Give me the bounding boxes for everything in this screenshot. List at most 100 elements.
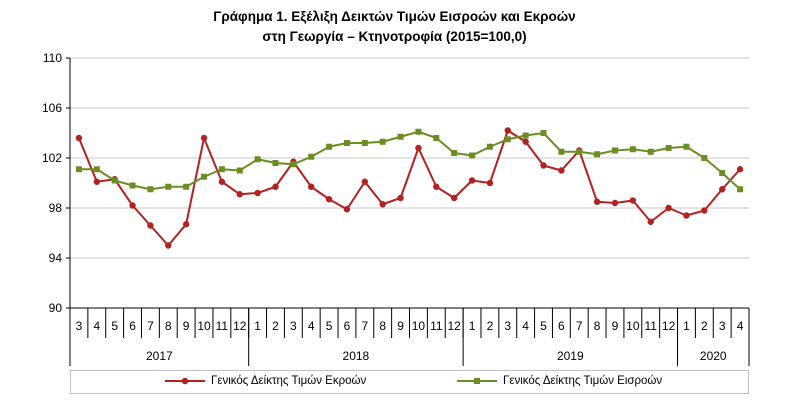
y-tick-label: 102 — [42, 151, 62, 165]
legend-label-inputs: Γενικός Δείκτης Τιμών Εισροών — [503, 375, 663, 387]
x-tick-label: 11 — [216, 319, 229, 333]
data-point — [308, 153, 315, 160]
x-tick-label: 3 — [290, 319, 297, 333]
data-point — [736, 166, 744, 173]
x-tick-label: 4 — [737, 319, 744, 333]
data-point — [629, 197, 637, 204]
y-tick-label: 106 — [42, 101, 62, 115]
series-line-0 — [78, 129, 741, 247]
x-tick-label: 12 — [662, 319, 676, 333]
data-point — [486, 143, 493, 150]
x-tick-label: 8 — [165, 319, 172, 333]
legend-swatch-inputs — [457, 378, 497, 384]
x-tick-label: 5 — [540, 319, 547, 333]
x-tick-label: 2 — [272, 319, 279, 333]
data-point — [326, 143, 333, 150]
data-point — [665, 204, 672, 212]
gridlines — [70, 57, 749, 309]
chart-title-line2: στη Γεωργία – Κτηνοτροφία (2015=100,0) — [262, 29, 527, 44]
data-point — [558, 167, 565, 174]
data-point — [451, 150, 458, 156]
year-label: 2020 — [700, 349, 727, 363]
y-tick-label: 90 — [49, 301, 63, 315]
series-line-1 — [78, 130, 741, 191]
data-point — [129, 202, 136, 209]
series-layer — [75, 127, 744, 249]
data-point — [272, 183, 279, 190]
x-tick-label: 10 — [626, 319, 640, 333]
data-point — [468, 177, 476, 184]
x-tick-label: 9 — [612, 319, 619, 333]
data-point — [415, 144, 422, 152]
data-point — [343, 206, 351, 213]
data-point — [504, 127, 511, 134]
data-point — [165, 242, 172, 249]
data-point — [290, 161, 297, 168]
data-point — [683, 143, 690, 150]
x-tick-label: 5 — [111, 319, 118, 333]
data-point — [450, 194, 458, 202]
data-point — [75, 134, 83, 142]
legend-label-outputs: Γενικός Δείκτης Τιμών Εκροών — [211, 375, 367, 387]
x-tick-label: 11 — [430, 319, 443, 333]
data-point — [486, 179, 494, 187]
data-point — [558, 148, 565, 155]
data-point — [611, 147, 618, 154]
data-point — [308, 183, 315, 190]
data-point — [647, 218, 654, 225]
data-point — [737, 186, 744, 193]
y-tick-label: 98 — [49, 201, 63, 215]
data-point — [719, 170, 726, 176]
legend-item-outputs: Γενικός Δείκτης Τιμών Εκροών — [165, 375, 366, 387]
x-tick-label: 7 — [147, 319, 154, 333]
data-point — [593, 198, 601, 205]
x-tick-label: 9 — [183, 319, 190, 333]
y-tick-label: 110 — [43, 51, 62, 65]
data-point — [522, 138, 529, 145]
data-point — [361, 178, 369, 185]
data-point — [343, 140, 350, 146]
data-point — [75, 166, 82, 173]
x-tick-label: 7 — [576, 319, 583, 333]
data-point — [469, 152, 476, 159]
data-point — [165, 183, 172, 190]
data-point — [272, 160, 279, 166]
data-point — [433, 183, 440, 190]
x-tick-label: 12 — [447, 319, 461, 333]
data-point — [325, 196, 333, 203]
data-point — [201, 173, 208, 180]
data-point — [254, 156, 261, 163]
data-point — [665, 145, 672, 151]
data-point — [93, 166, 100, 173]
data-point — [611, 199, 619, 207]
x-tick-label: 6 — [344, 319, 351, 333]
x-tick-label: 7 — [361, 319, 368, 333]
x-tick-label: 5 — [326, 319, 333, 333]
y-tick-label: 94 — [49, 251, 63, 265]
data-point — [718, 186, 726, 193]
legend-item-inputs: Γενικός Δείκτης Τιμών Εισροών — [457, 375, 662, 387]
x-tick-label: 11 — [644, 319, 657, 333]
data-point — [540, 130, 547, 136]
x-tick-label: 1 — [683, 319, 690, 333]
data-point — [379, 201, 386, 208]
data-point — [129, 182, 136, 189]
year-label: 2019 — [557, 349, 584, 363]
x-tick-label: 2 — [701, 319, 708, 333]
data-point — [218, 166, 225, 173]
x-tick-label: 2 — [487, 319, 494, 333]
data-point — [147, 186, 154, 193]
x-tick-label: 4 — [522, 319, 529, 333]
data-point — [147, 222, 154, 229]
x-tick-label: 9 — [397, 319, 404, 333]
data-point — [415, 128, 422, 135]
legend: Γενικός Δείκτης Τιμών Εκροών Γενικός Δεί… — [70, 370, 749, 394]
data-point — [433, 135, 440, 141]
data-point — [254, 189, 261, 197]
chart-title-line1: Γράφημα 1. Εξέλιξη Δεικτών Τιμών Εισροών… — [213, 9, 576, 24]
x-tick-label: 3 — [76, 319, 83, 333]
data-point — [93, 178, 101, 185]
data-point — [594, 151, 601, 158]
